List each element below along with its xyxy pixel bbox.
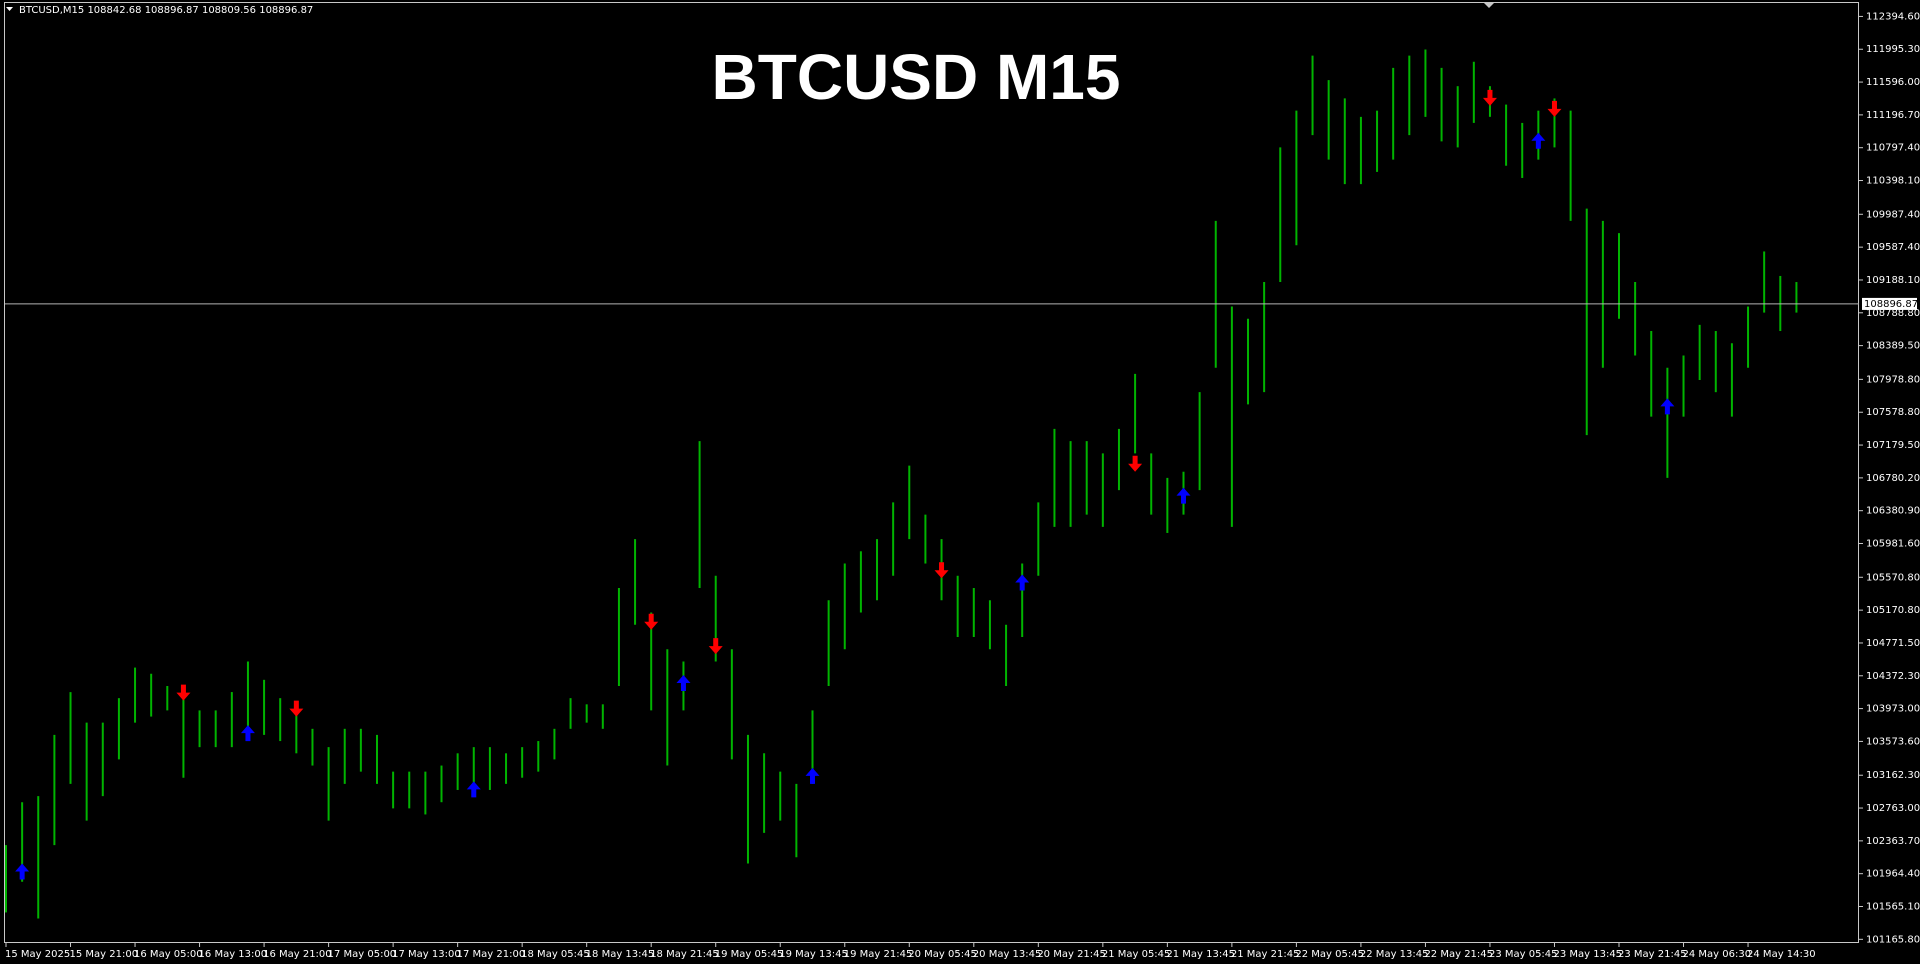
y-tick-label: 109987.40 (1866, 209, 1920, 220)
y-tick-label: 112394.60 (1866, 11, 1920, 22)
x-tick-label: 15 May 21:00 (70, 949, 139, 960)
last-price-box (1862, 297, 1917, 310)
x-tick-label: 24 May 06:30 (1683, 949, 1752, 960)
x-tick-label: 18 May 21:45 (650, 949, 719, 960)
y-tick-label: 103573.60 (1866, 736, 1920, 747)
y-tick-label: 111196.70 (1866, 110, 1920, 121)
sell-arrow (708, 638, 723, 655)
buy-arrow (805, 767, 820, 784)
y-tick-label: 103162.30 (1866, 770, 1920, 781)
y-tick-label: 108389.50 (1866, 341, 1920, 352)
menu-triangle[interactable] (6, 7, 13, 11)
y-tick-label: 104771.50 (1866, 638, 1920, 649)
y-tick-label: 105170.80 (1866, 605, 1920, 616)
chart-header: BTCUSD,M15 108842.68 108896.87 108809.56… (19, 5, 313, 16)
x-tick-label: 19 May 05:45 (715, 949, 784, 960)
buy-arrow (1176, 487, 1191, 504)
y-tick-label: 101165.80 (1866, 934, 1920, 945)
x-tick-label: 15 May 2025 (5, 949, 70, 960)
y-tick-label: 108788.80 (1866, 308, 1920, 319)
buy-arrow (1015, 574, 1030, 591)
x-tick-label: 20 May 21:45 (1037, 949, 1106, 960)
y-tick-label: 109587.40 (1866, 242, 1920, 253)
y-tick-label: 111596.00 (1866, 77, 1920, 88)
y-tick-label: 101565.10 (1866, 901, 1920, 912)
x-tick-label: 22 May 13:45 (1360, 949, 1429, 960)
sell-arrow (176, 684, 191, 701)
y-tick-label: 111995.30 (1866, 44, 1920, 55)
y-tick-label: 105981.60 (1866, 539, 1920, 550)
x-tick-label: 23 May 13:45 (1553, 949, 1622, 960)
y-tick-label: 107179.50 (1866, 440, 1920, 451)
shift-marker (1484, 3, 1494, 8)
x-tick-label: 22 May 05:45 (1295, 949, 1364, 960)
x-tick-label: 17 May 05:00 (328, 949, 397, 960)
x-tick-label: 20 May 05:45 (908, 949, 977, 960)
x-tick-label: 16 May 21:00 (263, 949, 332, 960)
buy-arrow (466, 781, 481, 798)
x-tick-label: 22 May 21:45 (1424, 949, 1493, 960)
x-tick-label: 17 May 21:00 (457, 949, 526, 960)
x-tick-label: 19 May 13:45 (779, 949, 848, 960)
last-price-label: 108896.87 (1864, 299, 1918, 310)
buy-arrow (676, 674, 691, 691)
x-tick-label: 19 May 21:45 (844, 949, 913, 960)
x-tick-label: 23 May 21:45 (1618, 949, 1687, 960)
y-tick-label: 102363.70 (1866, 836, 1920, 847)
y-tick-label: 102763.00 (1866, 803, 1920, 814)
y-tick-label: 110398.10 (1866, 176, 1920, 187)
chart-title: BTCUSD M15 (712, 41, 1121, 113)
y-tick-label: 107578.80 (1866, 407, 1920, 418)
x-tick-label: 20 May 13:45 (973, 949, 1042, 960)
y-tick-label: 106780.20 (1866, 473, 1920, 484)
y-tick-label: 104372.30 (1866, 671, 1920, 682)
sell-arrow (1547, 100, 1562, 117)
sell-arrow (1128, 455, 1143, 472)
y-tick-label: 110797.40 (1866, 143, 1920, 154)
sell-arrow (644, 613, 659, 630)
x-tick-label: 16 May 13:00 (199, 949, 268, 960)
buy-arrow (240, 725, 255, 742)
y-tick-label: 101964.40 (1866, 869, 1920, 880)
y-tick-label: 105570.80 (1866, 572, 1920, 583)
sell-arrow (289, 700, 304, 717)
x-tick-label: 24 May 14:30 (1747, 949, 1816, 960)
y-tick-label: 107978.80 (1866, 374, 1920, 385)
x-tick-label: 21 May 05:45 (1102, 949, 1171, 960)
x-tick-label: 21 May 21:45 (1231, 949, 1300, 960)
buy-arrow (1660, 398, 1675, 415)
x-tick-label: 18 May 13:45 (586, 949, 655, 960)
x-tick-label: 16 May 05:00 (134, 949, 203, 960)
y-tick-label: 109188.10 (1866, 275, 1920, 286)
y-tick-label: 103973.00 (1866, 704, 1920, 715)
y-tick-label: 106380.90 (1866, 506, 1920, 517)
x-tick-label: 18 May 05:45 (521, 949, 590, 960)
x-tick-label: 21 May 13:45 (1166, 949, 1235, 960)
buy-arrow (1531, 132, 1546, 149)
sell-arrow (1482, 89, 1497, 106)
plot-frame (4, 2, 1859, 943)
buy-arrow (15, 863, 30, 880)
x-tick-label: 23 May 05:45 (1489, 949, 1558, 960)
sell-arrow (934, 562, 949, 579)
x-tick-label: 17 May 13:00 (392, 949, 461, 960)
